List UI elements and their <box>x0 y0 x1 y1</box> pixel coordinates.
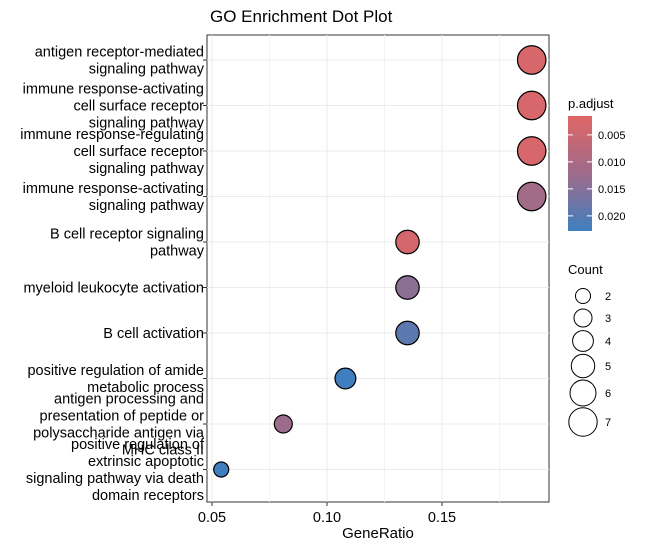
plot-panel <box>203 34 550 503</box>
data-point <box>395 229 420 255</box>
data-point <box>273 414 293 434</box>
color-legend-title: p.adjust <box>568 96 614 111</box>
size-legend-circle <box>569 379 597 407</box>
y-tick-label: antigen processing and presentation of pe… <box>33 392 205 459</box>
size-legend-circle <box>574 287 592 305</box>
color-tick-label: 0.020 <box>598 211 626 223</box>
chart-title: GO Enrichment Dot Plot <box>210 7 393 26</box>
size-legend-circle <box>572 330 594 352</box>
x-tick-label: 0.15 <box>428 510 456 526</box>
color-tick-label: 0.010 <box>598 157 626 169</box>
data-point <box>395 320 420 346</box>
size-legend-label: 3 <box>605 313 611 325</box>
size-legend-circle <box>568 407 598 437</box>
color-tick-label: 0.015 <box>598 184 626 196</box>
data-point <box>516 45 547 75</box>
y-tick-label: positive regulation of extrinsic apoptoti… <box>26 437 205 504</box>
size-legend-items: 2 3 4 5 6 7 <box>568 287 611 437</box>
y-tick-label: B cell receptor signaling pathway <box>50 227 205 260</box>
color-tick-label: 0.005 <box>598 130 626 142</box>
grid-y <box>203 59 549 470</box>
size-legend: Count 2 3 4 5 6 7 <box>568 262 611 437</box>
size-legend-circle <box>573 308 593 328</box>
x-axis: 0.05 0.10 0.15 <box>198 502 456 526</box>
x-axis-title: GeneRatio <box>342 525 414 542</box>
size-legend-label: 4 <box>605 336 611 348</box>
x-tick-label: 0.05 <box>198 510 226 526</box>
size-legend-label: 5 <box>605 361 611 373</box>
data-point <box>334 367 357 390</box>
color-legend-bar <box>568 116 592 231</box>
y-axis-labels: antigen receptor-mediated signaling pathw… <box>20 45 205 505</box>
size-legend-title: Count <box>568 262 603 277</box>
size-legend-label: 2 <box>605 291 611 303</box>
y-tick-label: antigen receptor-mediated signaling pathw… <box>35 45 205 78</box>
x-tick-label: 0.10 <box>313 510 341 526</box>
size-legend-label: 6 <box>605 388 611 400</box>
size-legend-circle <box>570 353 596 379</box>
color-legend: p.adjust 0.005 0.010 0.015 0.020 <box>568 96 626 231</box>
data-point <box>516 136 547 166</box>
size-legend-label: 7 <box>605 417 611 429</box>
y-tick-label: B cell activation <box>103 326 204 342</box>
y-tick-label: immune response-regulating cell surface r… <box>20 127 205 177</box>
data-point <box>395 275 420 300</box>
data-point <box>516 90 547 121</box>
points <box>213 45 547 478</box>
y-tick-label: positive regulation of amide metabolic pr… <box>27 363 204 396</box>
y-tick-label: immune response-activating cell surface r… <box>23 82 205 132</box>
color-legend-ticks: 0.005 0.010 0.015 0.020 <box>568 130 626 223</box>
y-tick-label: myeloid leukocyte activation <box>23 281 204 297</box>
data-point <box>516 181 547 212</box>
y-tick-label: immune response-activating signaling path… <box>23 181 205 214</box>
data-point <box>213 461 230 478</box>
